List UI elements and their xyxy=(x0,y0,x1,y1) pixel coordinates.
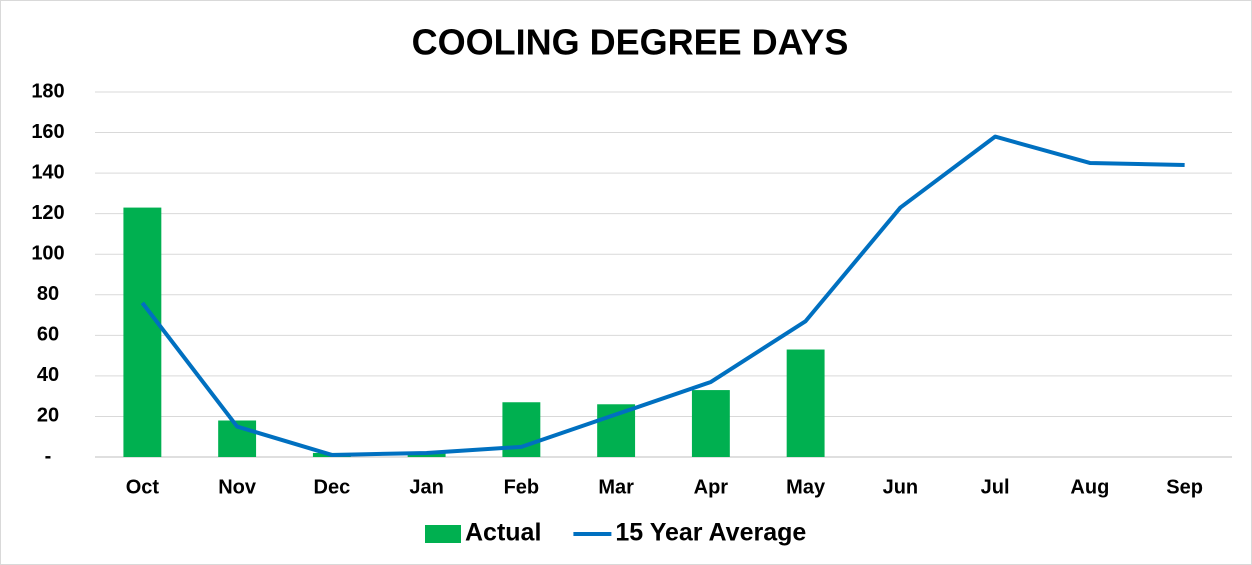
x-tick-label: Dec xyxy=(314,476,351,498)
y-tick-label: 80 xyxy=(37,283,59,305)
bar xyxy=(123,207,162,457)
legend-swatch xyxy=(425,525,461,543)
bar xyxy=(786,349,825,457)
line-series xyxy=(140,134,1185,457)
y-tick-label: 60 xyxy=(37,324,59,346)
x-tick-label: Feb xyxy=(504,476,540,498)
y-tick-label: 120 xyxy=(31,202,64,224)
x-tick-label: Aug xyxy=(1070,476,1109,498)
x-tick-label: Nov xyxy=(218,476,257,498)
legend-label: 15 Year Average xyxy=(615,519,806,547)
bar xyxy=(691,390,730,457)
bar xyxy=(407,452,446,457)
y-tick-label: 20 xyxy=(37,405,59,427)
y-tick-label: 40 xyxy=(37,364,59,386)
y-tick-label: 180 xyxy=(31,80,64,102)
bar xyxy=(597,404,636,457)
y-tick-label: 100 xyxy=(31,243,64,265)
chart-title: COOLING DEGREE DAYS xyxy=(412,22,849,63)
x-tick-label: Jun xyxy=(883,476,919,498)
x-tick-label: Sep xyxy=(1166,476,1203,498)
y-tick-label: 160 xyxy=(31,121,64,143)
x-tick-label: Apr xyxy=(694,476,729,498)
y-tick-label: 140 xyxy=(31,161,64,183)
x-tick-label: May xyxy=(786,476,826,498)
x-tick-label: Mar xyxy=(598,476,634,498)
y-tick-label: - xyxy=(45,445,52,467)
x-tick-label: Oct xyxy=(126,476,160,498)
x-tick-label: Jul xyxy=(981,476,1010,498)
legend-label: Actual xyxy=(465,519,541,547)
x-tick-label: Jan xyxy=(409,476,443,498)
